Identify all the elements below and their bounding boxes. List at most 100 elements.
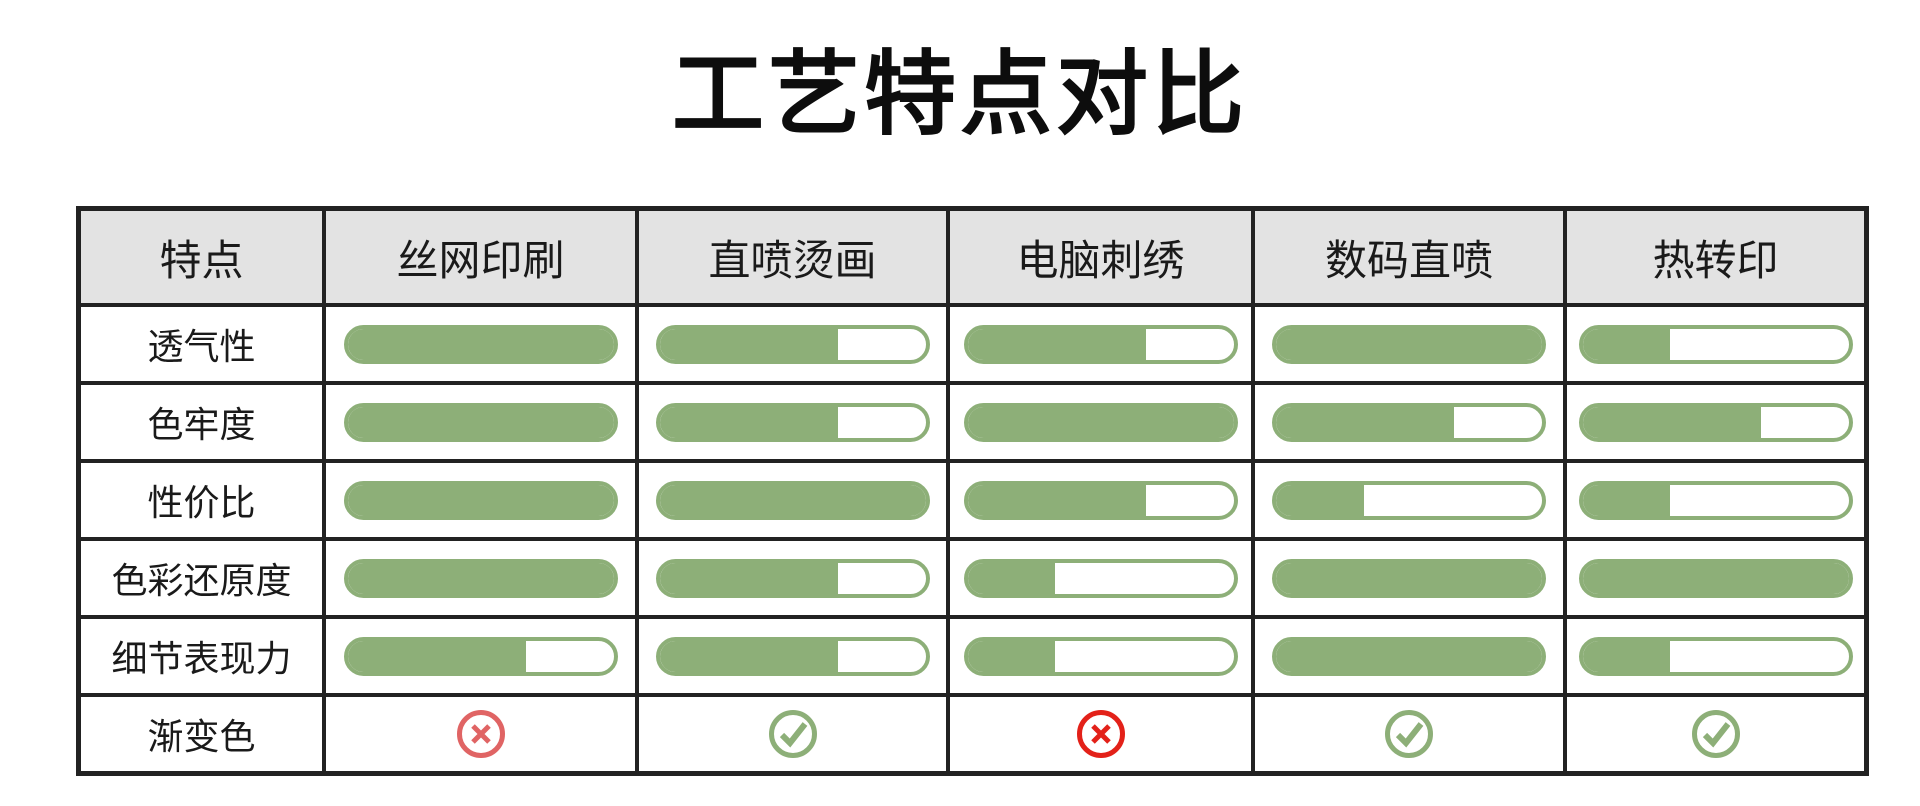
header-feature: 特点	[76, 206, 326, 307]
row-label: 性价比	[76, 459, 326, 541]
table-row: 色牢度	[76, 381, 1869, 463]
rating-cell	[1563, 303, 1869, 385]
rating-bar-fill	[659, 562, 838, 594]
header-row: 特点 丝网印刷 直喷烫画 电脑刺绣 数码直喷 热转印	[76, 206, 1869, 307]
support-cell	[322, 693, 639, 776]
rating-cell	[635, 303, 950, 385]
header-process: 电脑刺绣	[946, 206, 1255, 307]
rating-bar-fill	[967, 640, 1056, 672]
rating-cell	[322, 459, 639, 541]
rating-bar	[963, 402, 1238, 442]
rating-cell	[946, 537, 1255, 619]
rating-cell	[1251, 381, 1567, 463]
rating-bar-fill	[1276, 562, 1542, 594]
rating-bar	[655, 324, 930, 364]
rating-cell	[635, 537, 950, 619]
rating-cell	[1251, 615, 1567, 697]
rating-bar-fill	[659, 484, 926, 516]
rating-bar-fill	[1582, 406, 1761, 438]
check-circle-icon	[1385, 710, 1433, 758]
rating-bar	[1578, 324, 1853, 364]
rating-bar-fill	[1276, 640, 1542, 672]
rating-cell	[635, 459, 950, 541]
rating-bar	[655, 558, 930, 598]
rating-cell	[635, 381, 950, 463]
rating-bar	[1578, 558, 1853, 598]
rating-cell	[322, 615, 639, 697]
rating-bar-fill	[659, 406, 838, 438]
rating-cell	[1251, 303, 1567, 385]
rating-cell	[322, 303, 639, 385]
rating-bar	[1578, 636, 1853, 676]
rating-bar	[343, 558, 618, 598]
check-circle-icon	[768, 710, 817, 758]
check-circle-icon	[1691, 710, 1740, 758]
rating-bar	[655, 402, 930, 442]
rating-bar	[963, 480, 1238, 520]
header-process: 热转印	[1563, 206, 1869, 307]
header-process: 数码直喷	[1251, 206, 1567, 307]
rating-bar	[343, 480, 618, 520]
rating-bar-fill	[1582, 328, 1671, 360]
rating-cell	[1251, 459, 1567, 541]
rating-cell	[946, 303, 1255, 385]
cross-circle-icon	[456, 710, 505, 758]
rating-bar-fill	[659, 328, 838, 360]
row-label: 细节表现力	[76, 615, 326, 697]
rating-bar	[343, 636, 618, 676]
comparison-table: 特点 丝网印刷 直喷烫画 电脑刺绣 数码直喷 热转印 透气性 色牢度 性价比 色彩还原度 细节表现…	[76, 206, 1869, 776]
rating-cell	[946, 459, 1255, 541]
rating-bar	[343, 402, 618, 442]
rating-bar-fill	[967, 484, 1146, 516]
rating-cell	[1563, 381, 1869, 463]
rating-bar-fill	[347, 406, 614, 438]
rating-cell	[322, 381, 639, 463]
rating-cell	[1251, 537, 1567, 619]
rating-bar-fill	[347, 484, 614, 516]
row-label: 渐变色	[76, 693, 326, 776]
header-process: 丝网印刷	[322, 206, 639, 307]
rating-bar	[963, 636, 1238, 676]
table-row: 性价比	[76, 459, 1869, 541]
rating-bar-fill	[1582, 484, 1671, 516]
rating-bar	[655, 480, 930, 520]
support-cell	[635, 693, 950, 776]
table-row: 色彩还原度	[76, 537, 1869, 619]
row-label: 色牢度	[76, 381, 326, 463]
support-cell	[1563, 693, 1869, 776]
rating-bar-fill	[659, 640, 838, 672]
header-process: 直喷烫画	[635, 206, 950, 307]
rating-cell	[946, 381, 1255, 463]
cross-circle-icon	[1076, 710, 1125, 758]
rating-bar	[343, 324, 618, 364]
rating-bar-fill	[967, 562, 1056, 594]
rating-bar-fill	[347, 640, 526, 672]
rating-bar	[1272, 480, 1546, 520]
rating-cell	[1563, 459, 1869, 541]
page-title: 工艺特点对比	[671, 44, 1248, 146]
table-row: 透气性	[76, 303, 1869, 385]
rating-bar-fill	[1582, 562, 1849, 594]
rating-bar	[1272, 636, 1546, 676]
support-cell	[946, 693, 1255, 776]
rating-bar-fill	[1276, 484, 1364, 516]
row-label: 色彩还原度	[76, 537, 326, 619]
table-row: 细节表现力	[76, 615, 1869, 697]
rating-cell	[635, 615, 950, 697]
rating-bar-fill	[1276, 328, 1542, 360]
rating-bar	[1272, 324, 1546, 364]
rating-bar	[1578, 480, 1853, 520]
rating-bar-fill	[967, 328, 1146, 360]
row-label: 透气性	[76, 303, 326, 385]
rating-bar-fill	[1276, 406, 1455, 438]
rating-bar-fill	[967, 406, 1234, 438]
rating-bar-fill	[1582, 640, 1671, 672]
support-cell	[1251, 693, 1567, 776]
rating-bar	[1578, 402, 1853, 442]
rating-bar	[655, 636, 930, 676]
rating-cell	[1563, 537, 1869, 619]
rating-bar	[1272, 402, 1546, 442]
rating-bar	[963, 558, 1238, 598]
rating-cell	[322, 537, 639, 619]
rating-cell	[1563, 615, 1869, 697]
